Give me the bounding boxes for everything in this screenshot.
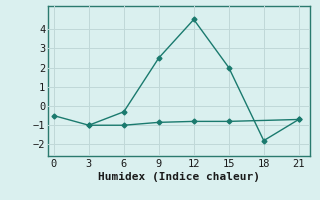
X-axis label: Humidex (Indice chaleur): Humidex (Indice chaleur): [98, 172, 260, 182]
